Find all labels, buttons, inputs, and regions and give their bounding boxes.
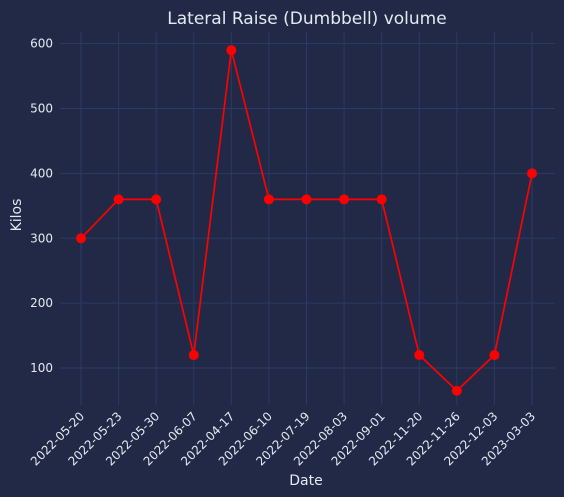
x-axis-label: Date	[289, 473, 322, 489]
y-tick-label: 600	[30, 37, 53, 51]
data-point	[377, 194, 387, 204]
data-point	[151, 194, 161, 204]
data-point	[452, 386, 462, 396]
data-point	[489, 350, 499, 360]
data-point	[76, 233, 86, 243]
y-tick-label: 500	[30, 102, 53, 116]
y-tick-label: 300	[30, 231, 53, 245]
data-point	[114, 194, 124, 204]
data-point	[189, 350, 199, 360]
data-point	[339, 194, 349, 204]
y-tick-label: 200	[30, 296, 53, 310]
y-axis-ticks: 100 200 300 400 500 600	[30, 37, 53, 375]
data-point	[302, 194, 312, 204]
y-tick-label: 400	[30, 166, 53, 180]
x-axis-ticks: 2022-05-202022-05-232022-05-302022-06-07…	[28, 409, 538, 468]
y-tick-label: 100	[30, 361, 53, 375]
data-point	[414, 350, 424, 360]
chart-title: Lateral Raise (Dumbbell) volume	[167, 9, 446, 29]
grid	[60, 32, 555, 405]
data-point	[264, 194, 274, 204]
y-axis-label: Kilos	[9, 199, 25, 232]
data-point	[527, 168, 537, 178]
data-point	[226, 45, 236, 55]
